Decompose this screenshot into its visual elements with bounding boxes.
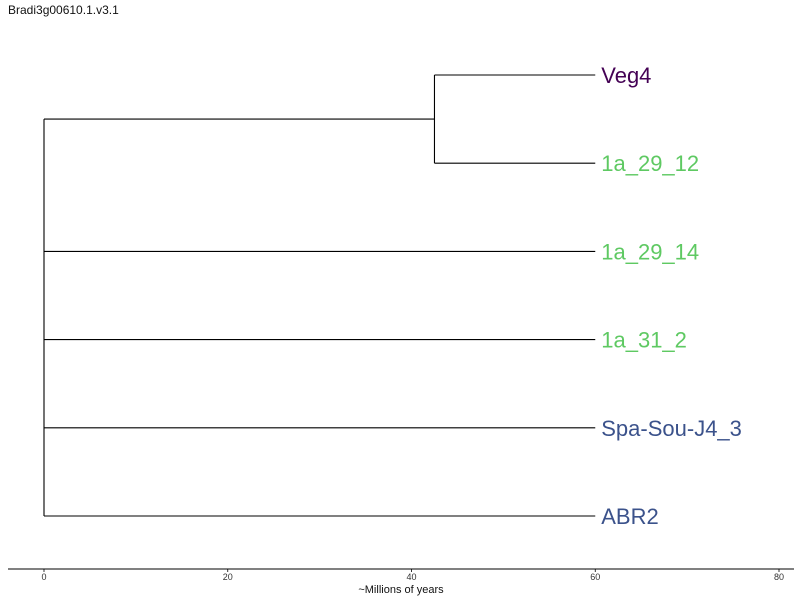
- tip-labels: Veg4 1a_29_12 1a_29_14 1a_31_2 Spa-Sou-J4_3 A…: [601, 63, 742, 529]
- tip-label: 1a_29_12: [601, 151, 699, 176]
- tip-label: ABR2: [601, 504, 658, 529]
- tip-label: Spa-Sou-J4_3: [601, 416, 742, 441]
- x-tick-label: 80: [774, 572, 784, 582]
- tip-label: 1a_29_14: [601, 239, 699, 264]
- x-axis-title: ~Millions of years: [358, 584, 444, 596]
- tip-label: 1a_31_2: [601, 328, 687, 353]
- chart-title: Bradi3g00610.1.v3.1: [8, 3, 119, 17]
- x-tick-label: 60: [590, 572, 600, 582]
- x-tick-label: 0: [41, 572, 46, 582]
- tree-branches: [43, 74, 596, 517]
- x-tick-label: 20: [223, 572, 233, 582]
- tip-label: Veg4: [601, 63, 651, 88]
- x-axis: ~Millions of years 0 20 40 60 80: [8, 568, 794, 596]
- x-tick-label: 40: [406, 572, 416, 582]
